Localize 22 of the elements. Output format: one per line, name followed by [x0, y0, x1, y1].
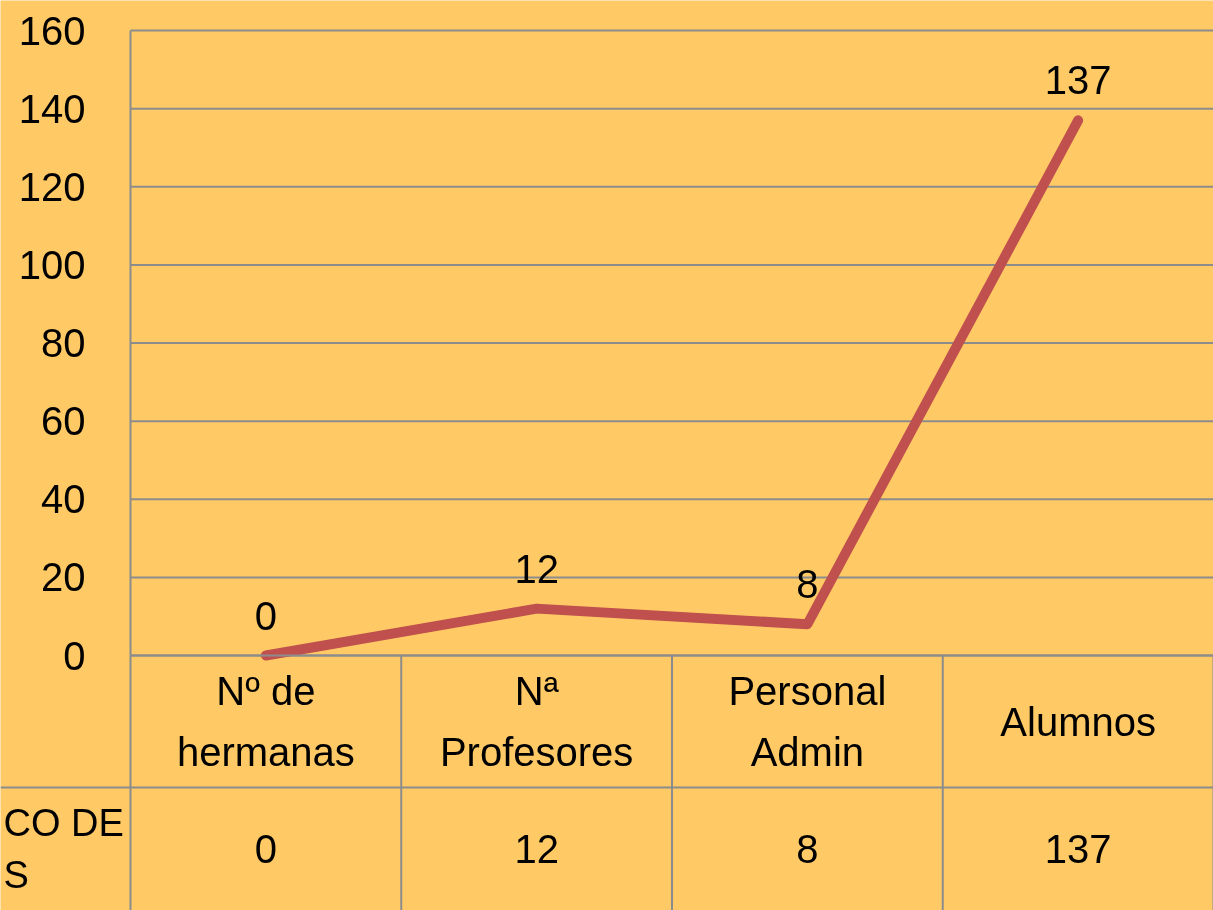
x-tick-label: Nº de hermanas	[176, 668, 355, 775]
y-tick-label: 160	[18, 8, 86, 53]
y-tick-label: 80	[41, 321, 86, 365]
data-label: 0	[254, 827, 277, 871]
y-tick-label: 60	[41, 399, 86, 444]
y-tick-label: 20	[41, 555, 86, 600]
data-label: 12	[514, 827, 559, 871]
y-tick-label: 0	[63, 633, 86, 678]
text: 8	[796, 562, 819, 607]
data-label: 137	[1044, 827, 1112, 871]
text: CO DE S	[3, 801, 124, 897]
text: 0	[254, 593, 277, 638]
text: 12	[514, 546, 559, 591]
y-tick-label: 100	[18, 242, 86, 287]
x-tick-label: Alumnos	[1000, 699, 1156, 744]
x-tick-label: Nª Profesores	[439, 668, 634, 775]
data-label: 8	[796, 827, 819, 871]
text: 137	[1044, 58, 1112, 103]
y-tick-label: 140	[18, 86, 86, 131]
y-tick-label: 120	[18, 164, 86, 209]
x-tick-label: Personal Admin	[728, 668, 887, 775]
y-tick-label: 40	[41, 477, 86, 522]
